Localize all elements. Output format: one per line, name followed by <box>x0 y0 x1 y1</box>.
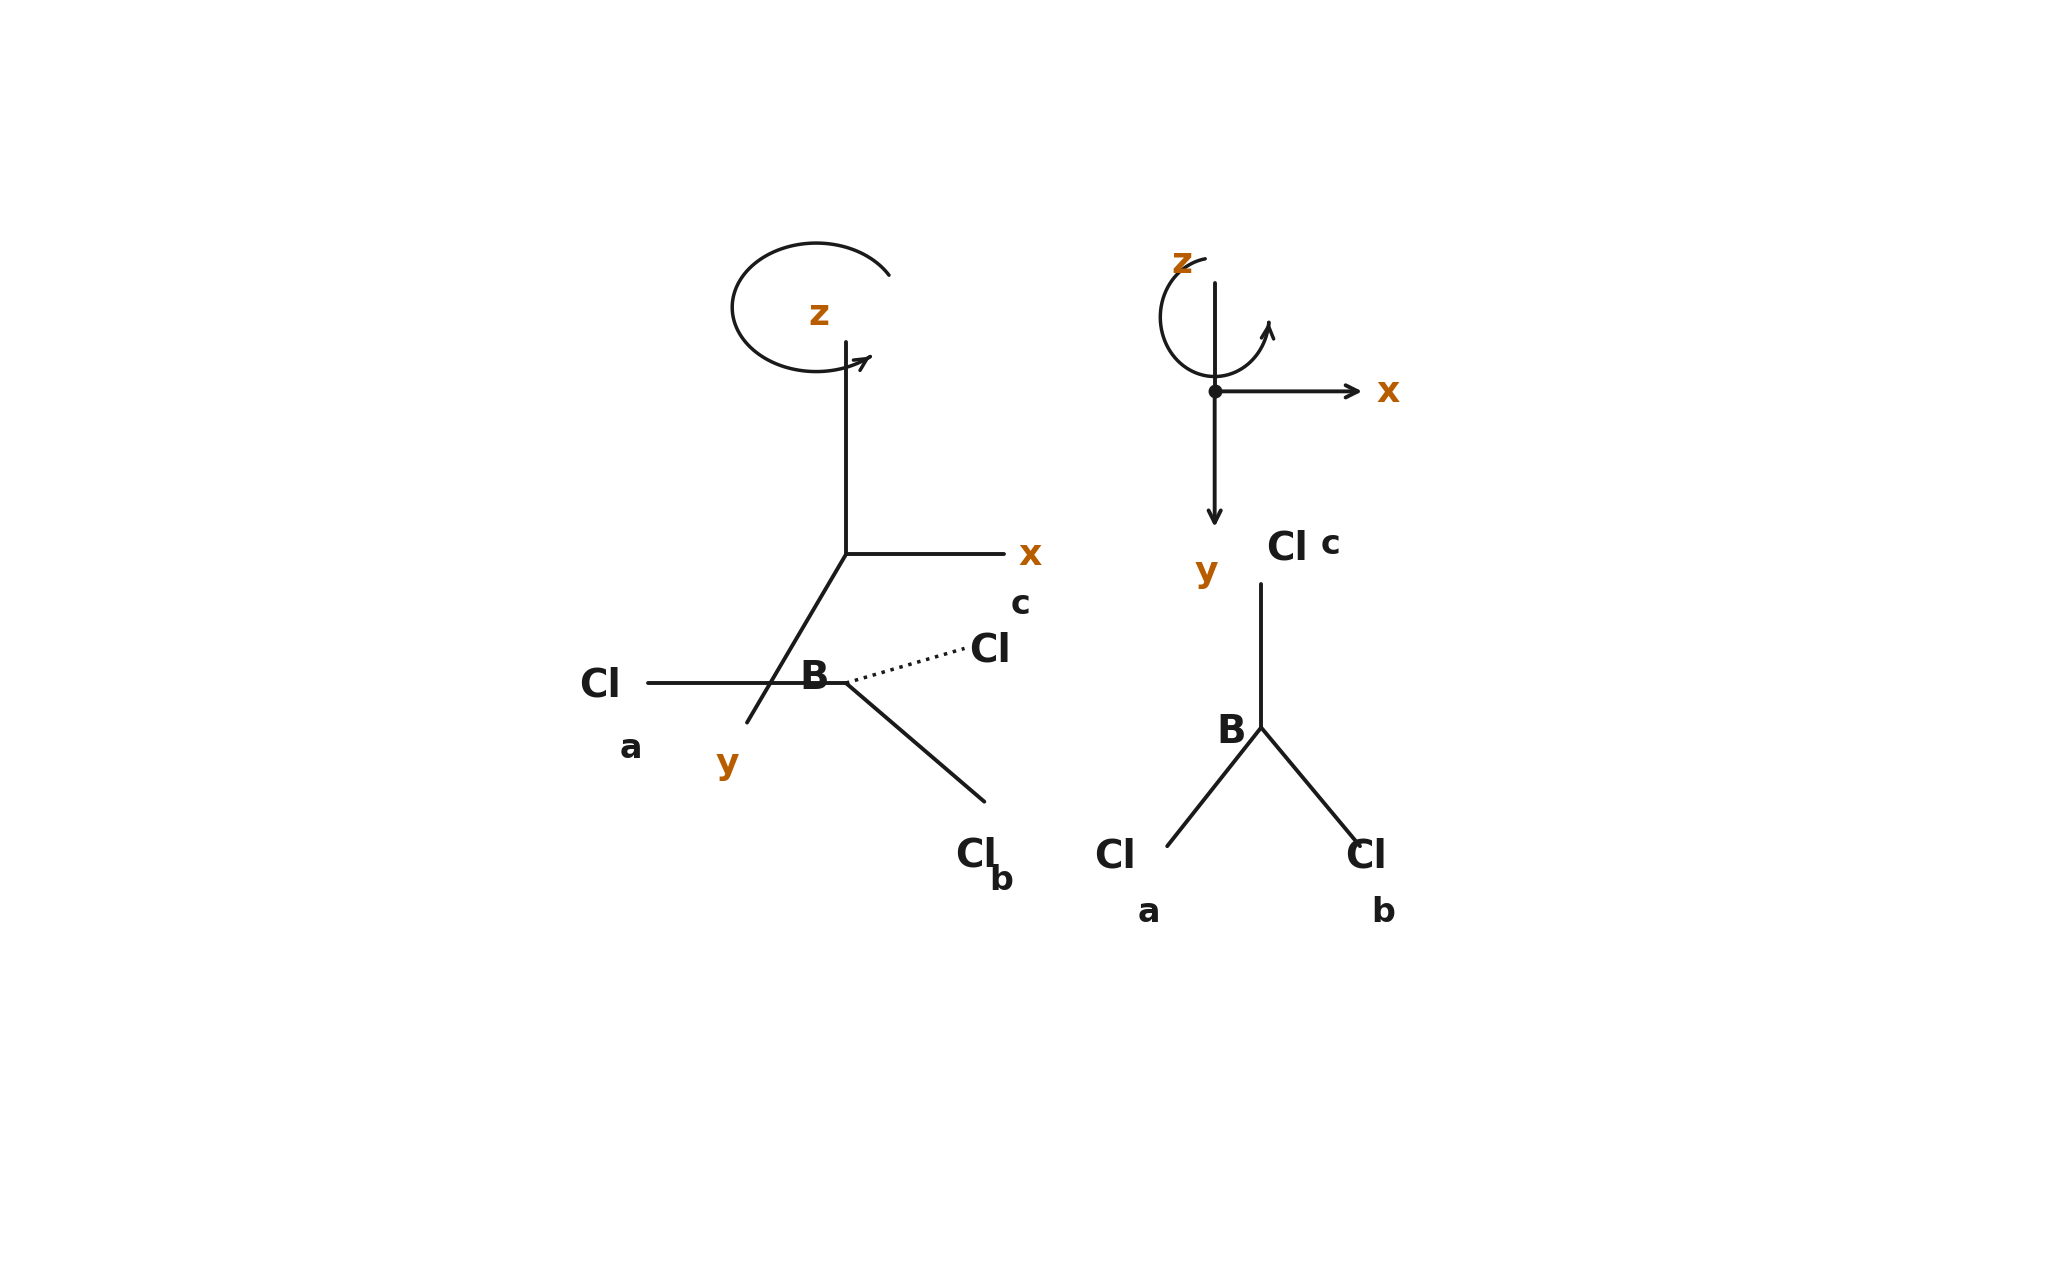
Text: B: B <box>1217 714 1246 751</box>
Text: a: a <box>1138 896 1160 928</box>
Text: y: y <box>1195 556 1219 589</box>
Text: z: z <box>1170 245 1193 280</box>
Text: c: c <box>1011 588 1031 620</box>
Text: z: z <box>808 298 829 333</box>
Text: Cl: Cl <box>970 632 1011 669</box>
Text: Cl: Cl <box>1344 837 1387 874</box>
Text: c: c <box>1320 529 1340 561</box>
Text: x: x <box>1019 538 1041 573</box>
Text: b: b <box>1371 896 1395 928</box>
Text: B: B <box>800 659 829 697</box>
Text: b: b <box>988 864 1013 898</box>
Text: Cl: Cl <box>1266 529 1307 568</box>
Text: Cl: Cl <box>1095 837 1136 874</box>
Text: x: x <box>1377 375 1399 410</box>
Text: a: a <box>620 732 642 765</box>
Text: Cl: Cl <box>579 666 620 704</box>
Text: Cl: Cl <box>955 836 996 874</box>
Text: y: y <box>716 747 739 781</box>
